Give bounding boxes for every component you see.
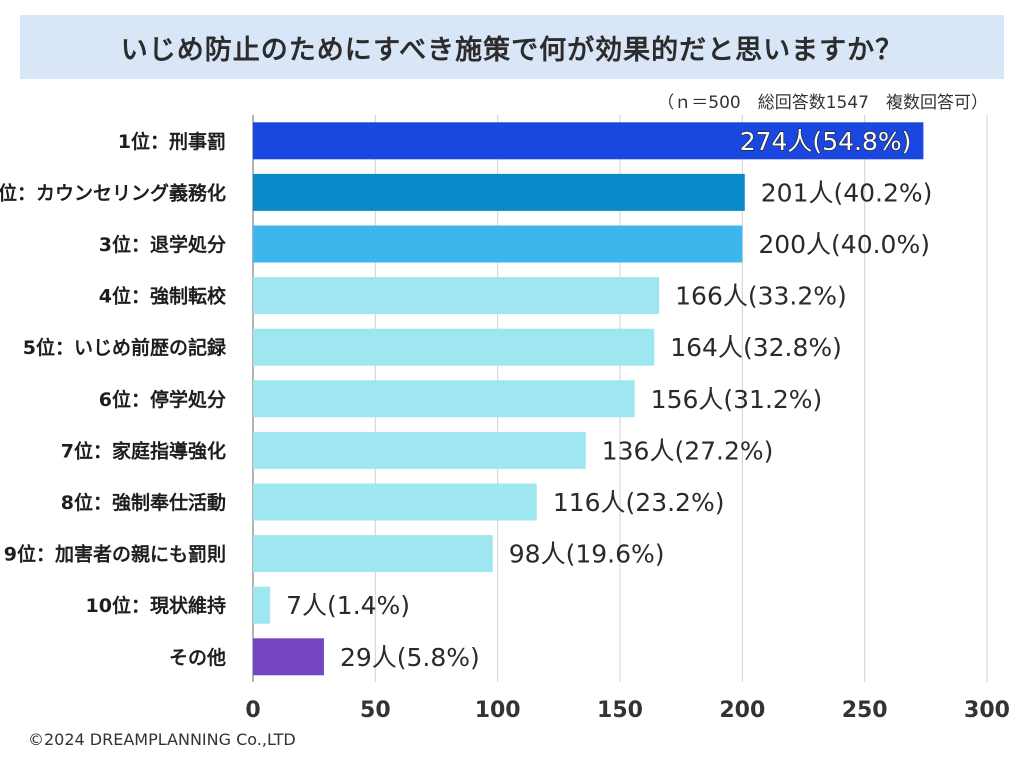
data-label: 166人(33.2%) xyxy=(675,282,847,311)
copyright-credit: ©2024 DREAMPLANNING Co.,LTD xyxy=(28,730,296,749)
x-tick-label: 0 xyxy=(245,698,260,723)
category-label: 5位：いじめ前歴の記録 xyxy=(23,336,227,359)
category-label: 6位：停学処分 xyxy=(99,388,226,411)
bar xyxy=(253,586,271,624)
bars xyxy=(253,122,924,676)
data-label: 7人(1.4%) xyxy=(286,591,410,620)
category-label: 2位：カウンセリング義務化 xyxy=(0,181,226,204)
x-tick-label: 50 xyxy=(360,698,391,723)
chart-title: いじめ防止のためにすべき施策で何が効果的だと思いますか？ xyxy=(120,34,904,66)
data-label: 201人(40.2%) xyxy=(761,178,933,207)
value-labels: 274人(54.8%) 201人(40.2%) 200人(40.0%) 166人(33… xyxy=(286,126,933,672)
bar xyxy=(253,380,635,418)
x-tick-label: 100 xyxy=(475,698,521,723)
bar xyxy=(253,431,586,469)
bar xyxy=(253,225,743,263)
bar xyxy=(253,173,745,211)
category-label: 1位：刑事罰 xyxy=(118,130,226,153)
category-labels: 1位：刑事罰 2位：カウンセリング義務化 3位：退学処分 4位：強制転校 5位：いじめ前… xyxy=(0,130,227,669)
x-tick-label: 200 xyxy=(719,698,765,723)
x-tick-label: 150 xyxy=(597,698,643,723)
category-label: 9位：加害者の親にも罰則 xyxy=(4,543,226,566)
data-label: 274人(54.8%) xyxy=(740,127,912,156)
bar xyxy=(253,535,493,573)
data-label: 164人(32.8%) xyxy=(670,333,842,362)
data-label: 200人(40.0%) xyxy=(758,230,930,259)
x-tick-label: 300 xyxy=(964,698,1010,723)
category-label: その他 xyxy=(169,646,226,669)
data-label: 136人(27.2%) xyxy=(602,436,774,465)
category-label: 8位：強制奉仕活動 xyxy=(61,491,226,514)
bar xyxy=(253,638,324,676)
data-label: 98人(19.6%) xyxy=(509,540,665,569)
bar xyxy=(253,483,537,521)
title-banner: いじめ防止のためにすべき施策で何が効果的だと思いますか？ xyxy=(20,15,1004,79)
bar xyxy=(253,277,660,315)
x-axis-ticks: 0 50 100 150 200 250 300 xyxy=(245,698,1010,723)
category-label: 10位：現状維持 xyxy=(86,594,226,617)
x-tick-label: 250 xyxy=(842,698,888,723)
bar xyxy=(253,122,924,160)
data-label: 29人(5.8%) xyxy=(340,643,480,672)
sample-note: （ｎ＝500 総回答数1547 複数回答可） xyxy=(657,93,988,113)
category-label: 7位：家庭指導強化 xyxy=(61,439,226,462)
bar xyxy=(253,328,655,366)
category-label: 3位：退学処分 xyxy=(99,233,226,256)
data-label: 156人(31.2%) xyxy=(651,385,823,414)
category-label: 4位：強制転校 xyxy=(99,285,227,308)
data-label: 116人(23.2%) xyxy=(553,488,725,517)
